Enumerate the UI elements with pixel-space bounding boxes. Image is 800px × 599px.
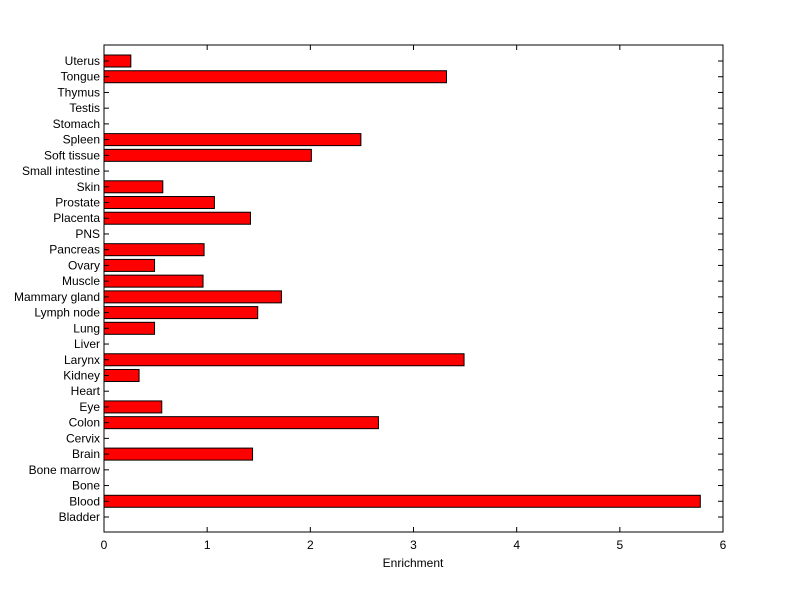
x-tick-label-2: 2 [307,538,314,552]
y-tick-label-bone-marrow: Bone marrow [29,463,101,477]
y-tick-label-spleen: Spleen [63,133,100,147]
y-tick-label-bone: Bone [72,479,100,493]
y-tick-label-colon: Colon [69,416,100,430]
y-tick-label-lung: Lung [73,321,100,335]
bar-skin [103,180,164,194]
bar-mammary-gland [103,290,282,304]
y-tick-label-pancreas: Pancreas [49,243,100,257]
y-tick-label-blood: Blood [69,494,100,508]
y-tick-label-heart: Heart [71,384,101,398]
x-axis-ticks: 0 1 2 3 4 5 6 [101,45,727,552]
y-tick-label-ovary: Ovary [68,258,100,272]
bar-muscle [103,274,204,288]
y-tick-label-eye: Eye [79,400,100,414]
bar-soft-tissue [103,148,312,162]
bar-ovary [103,258,156,272]
bars-group [103,54,701,508]
bar-colon [103,416,379,430]
bar-kidney [103,368,140,382]
bar-prostate [103,196,215,210]
x-tick-label-4: 4 [513,538,520,552]
y-tick-label-larynx: Larynx [64,353,100,367]
y-tick-label-stomach: Stomach [53,117,100,131]
y-tick-label-skin: Skin [77,180,100,194]
bar-brain [103,447,254,461]
y-tick-label-liver: Liver [74,337,100,351]
y-tick-label-kidney: Kidney [63,368,100,382]
y-tick-label-small-intestine: Small intestine [22,164,100,178]
x-axis-label: Enrichment [383,556,444,570]
y-tick-label-tongue: Tongue [61,70,101,84]
x-tick-label-5: 5 [616,538,623,552]
y-tick-label-pns: PNS [75,227,100,241]
y-tick-label-brain: Brain [72,447,100,461]
y-tick-label-muscle: Muscle [62,274,100,288]
x-tick-label-1: 1 [204,538,211,552]
bar-lymph-node [103,306,259,320]
bar-tongue [103,70,448,84]
bar-pancreas [103,243,205,257]
y-tick-label-lymph-node: Lymph node [34,306,100,320]
x-tick-label-0: 0 [101,538,108,552]
bar-spleen [103,133,362,147]
y-tick-label-bladder: Bladder [59,510,100,524]
x-tick-label-6: 6 [720,538,727,552]
y-tick-label-thymus: Thymus [57,85,100,99]
y-tick-label-soft-tissue: Soft tissue [44,148,100,162]
bar-larynx [103,353,465,367]
y-tick-label-cervix: Cervix [66,431,100,445]
y-tick-label-testis: Testis [69,101,100,115]
y-tick-label-placenta: Placenta [53,211,100,225]
y-tick-label-uterus: Uterus [65,54,100,68]
bar-placenta [103,211,251,225]
bar-lung [103,321,156,335]
bar-eye [103,400,163,414]
bar-blood [103,494,701,508]
x-tick-label-3: 3 [410,538,417,552]
y-tick-label-prostate: Prostate [55,196,100,210]
y-tick-label-mammary-gland: Mammary gland [14,290,100,304]
